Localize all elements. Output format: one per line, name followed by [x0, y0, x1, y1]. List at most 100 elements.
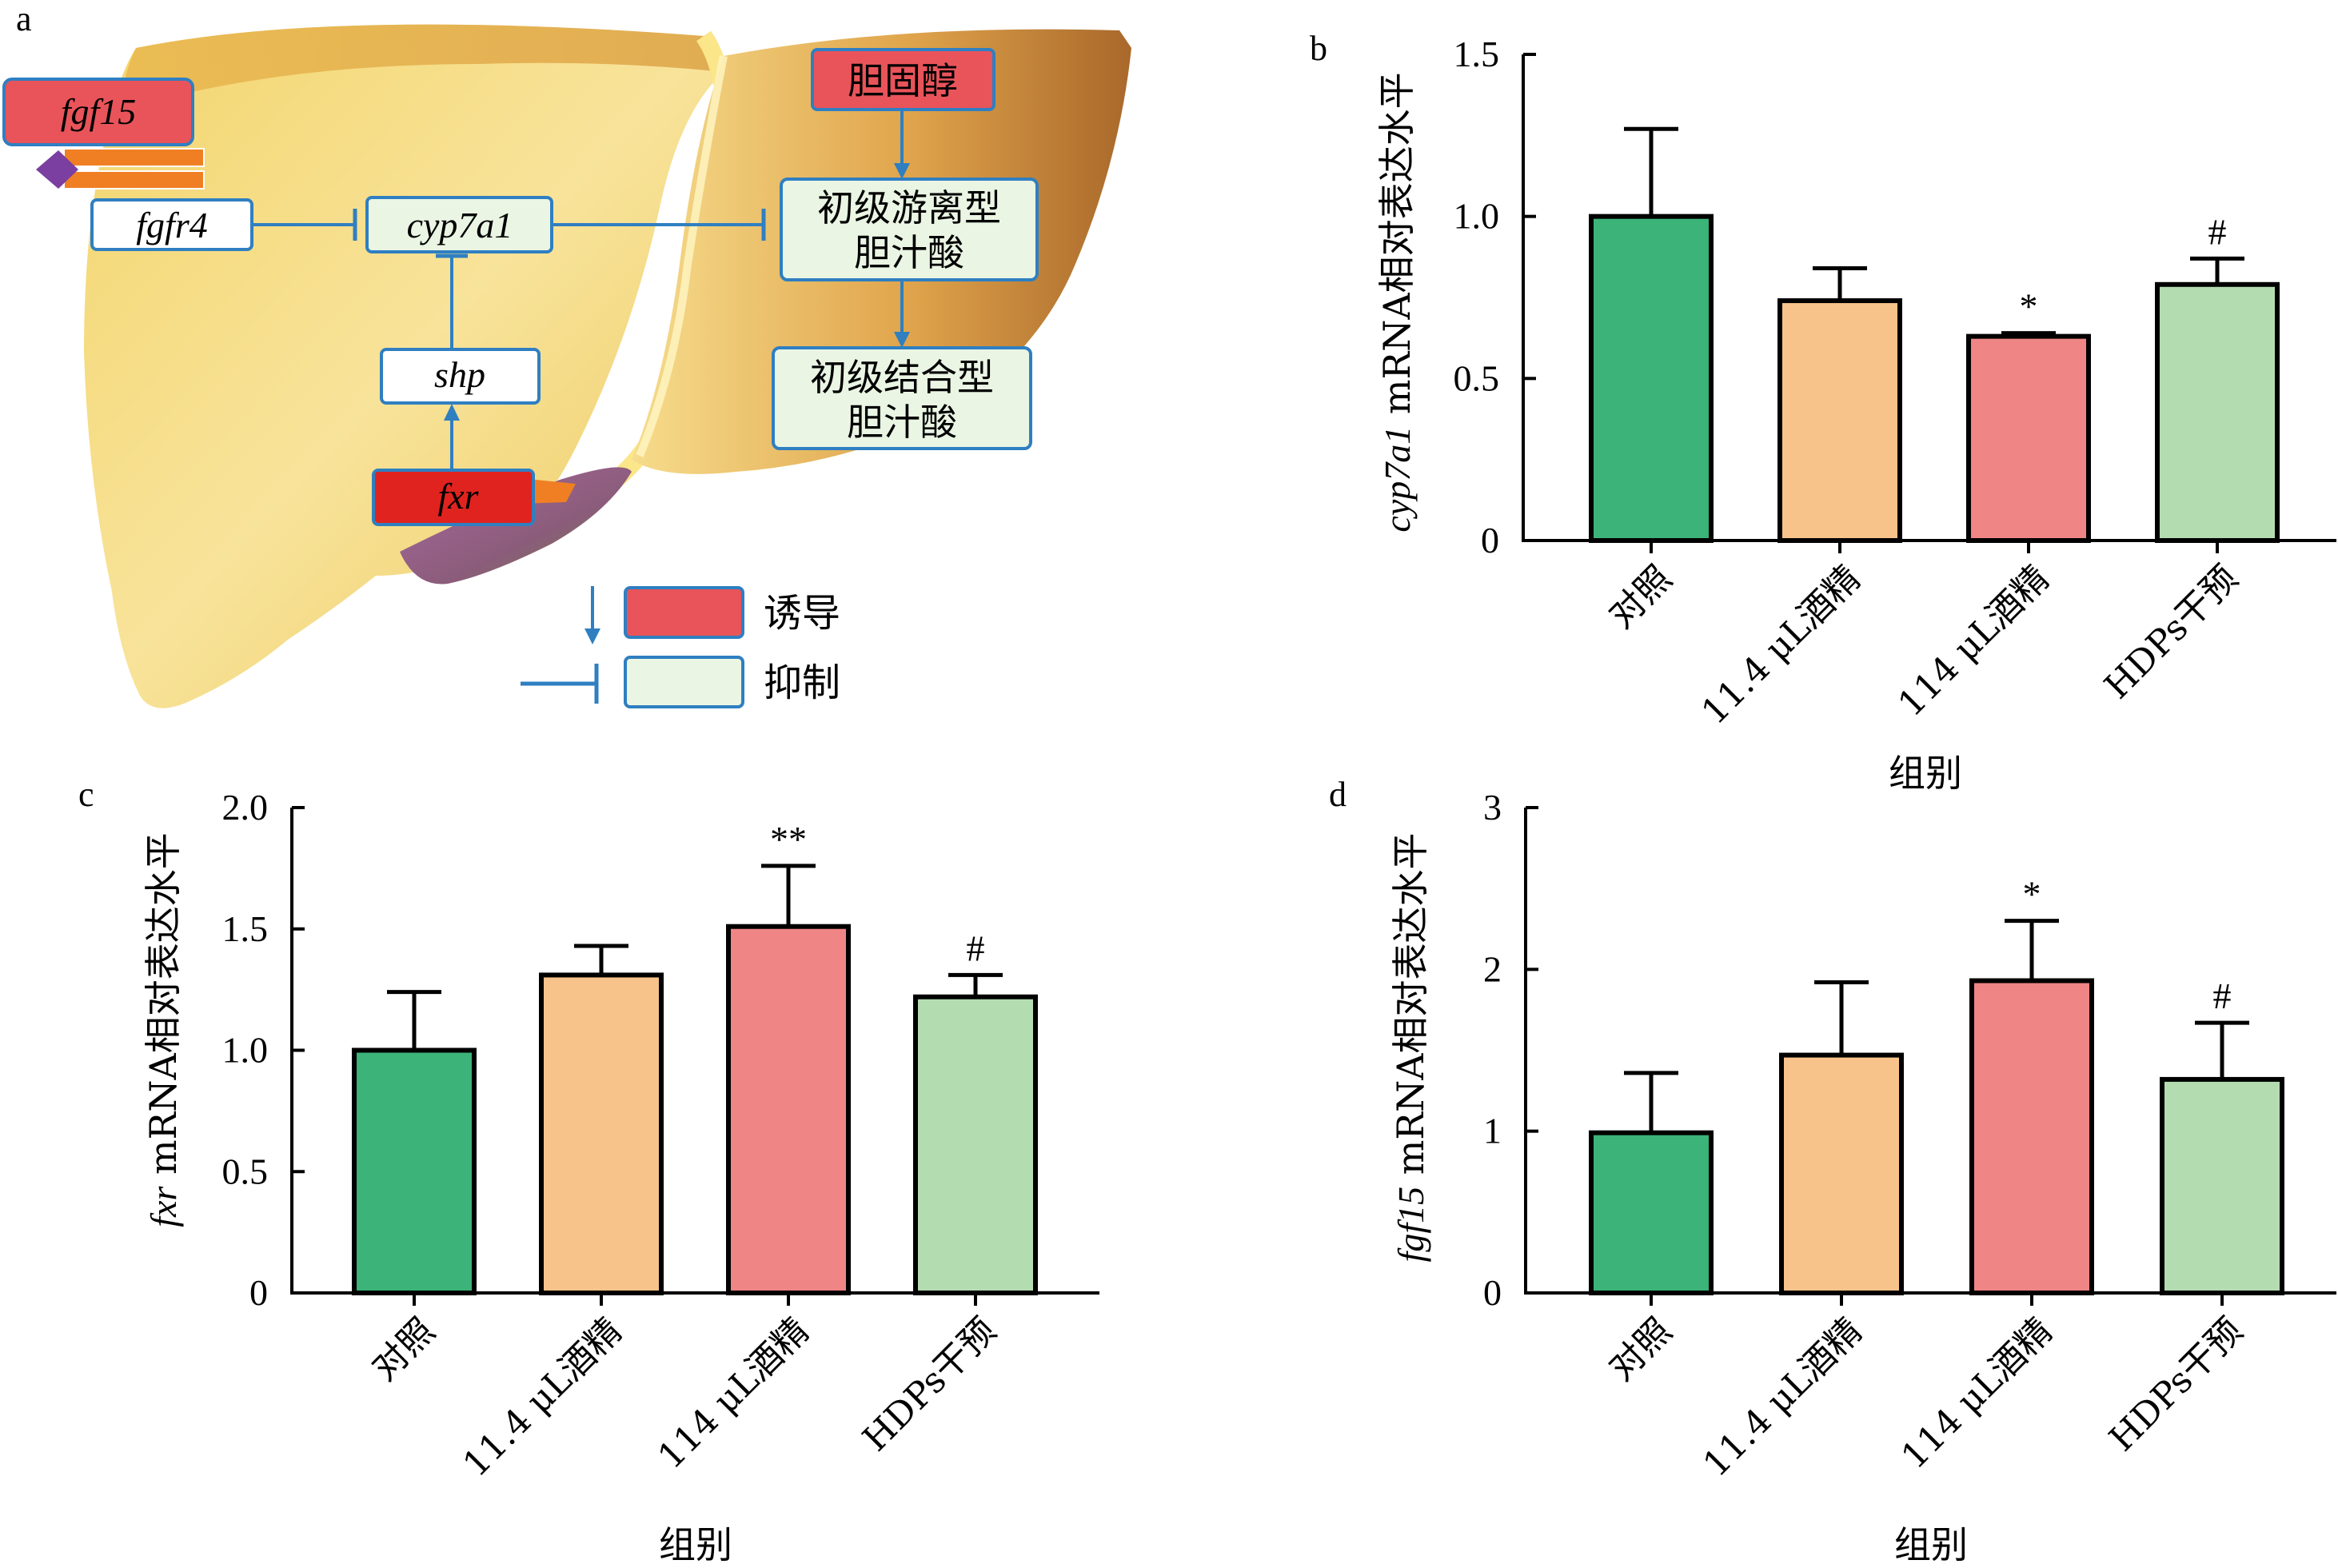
node-shp-label: shp [434, 354, 485, 395]
pathway-connectors [252, 110, 904, 470]
x-tick-label: 11.4 μL酒精 [1694, 558, 1868, 732]
y-tick-label: 0 [1481, 520, 1499, 561]
node-fgf15-label: fgf15 [61, 91, 137, 132]
y-tick-label: 3 [1483, 787, 1502, 828]
chart-b-x-axis-title: 组别 [1889, 752, 1962, 795]
chart-d-bars: *# [1589, 874, 2284, 1296]
y-tick-label: 1.5 [1454, 34, 1500, 74]
y-tick-label: 1.0 [1454, 196, 1500, 237]
significance-marker: ** [770, 819, 807, 860]
x-tick-label: 对照 [1601, 558, 1679, 636]
y-tick-label: 2 [1483, 948, 1502, 989]
chart-b-cyp7a1: b *# 00.51.01.5 对照 11.4 μL酒精 114 μL酒精 HDPs干… [1310, 29, 2336, 795]
chart-c-y-axis-title: fxr mRNA相对表达水平 [142, 832, 185, 1227]
x-tick-label: HDPs干预 [2097, 558, 2245, 707]
bar [1966, 333, 2091, 544]
x-tick-label: 对照 [1601, 1311, 1679, 1389]
chart-d-y-ticks: 0 1 2 3 [1483, 787, 1538, 1313]
legend-induce: 诱导 [584, 586, 840, 644]
x-tick-label: 114 μL酒精 [650, 1311, 816, 1477]
y-tick-label: 1.0 [222, 1030, 269, 1071]
x-tick-label: 对照 [364, 1311, 442, 1389]
x-tick-label: HDPs干预 [2101, 1311, 2250, 1459]
chart-b-axes [1522, 54, 2336, 542]
chart-b-x-ticks: 对照 11.4 μL酒精 114 μL酒精 HDPs干预 [1601, 541, 2246, 732]
y-tick-label: 1.5 [222, 908, 269, 949]
bar [726, 924, 851, 1295]
fgf15-receptor-bars [36, 148, 205, 190]
node-fgf15: fgf15 [2, 78, 194, 146]
ligand-diamond [36, 150, 78, 189]
y-tick-label: 1 [1483, 1111, 1502, 1151]
bar [1969, 978, 2094, 1296]
node-shp: shp [380, 348, 541, 405]
bar [913, 994, 1038, 1295]
liver-left-top-band [120, 24, 724, 128]
x-tick-label: 114 μL酒精 [1890, 558, 2057, 724]
node-primary-conj-line2: 胆汁酸 [847, 401, 957, 444]
chart-c-bars: ** # [352, 819, 1038, 1296]
panel-letter-b: b [1310, 29, 1327, 68]
bar [2160, 1076, 2284, 1296]
chart-d-axes [1524, 808, 2336, 1295]
x-tick-label: HDPs干预 [855, 1311, 1003, 1459]
node-primary-free-line2: 胆汁酸 [854, 231, 964, 274]
node-primary-conj-line1: 初级结合型 [810, 356, 994, 399]
node-fgfr4-label: fgfr4 [136, 205, 207, 245]
x-tick-label: 11.4 μL酒精 [455, 1311, 629, 1485]
node-fxr-label: fxr [437, 476, 479, 517]
node-primary-conjugated-bile-acid: 初级结合型 胆汁酸 [772, 346, 1032, 450]
chart-d-y-axis-title: fgf15 mRNA相对表达水平 [1389, 833, 1432, 1263]
chart-b-bars: *# [1589, 126, 2280, 544]
bar [539, 972, 664, 1296]
bar [1777, 298, 1902, 543]
significance-marker: * [2020, 286, 2038, 327]
chart-c-x-axis-title: 组别 [659, 1523, 732, 1566]
node-primary-free-bile-acid: 初级游离型 胆汁酸 [780, 178, 1039, 281]
bar [1779, 1052, 1904, 1295]
significance-marker: # [2213, 976, 2232, 1016]
chart-c-y-ticks: 0 0.5 1.0 1.5 2.0 [222, 787, 305, 1313]
node-cyp7a1-label: cyp7a1 [407, 205, 513, 245]
pathway-legend: 诱导 抑制 [521, 586, 840, 708]
liver-inner-shadow [636, 55, 728, 457]
significance-marker: * [2023, 874, 2041, 915]
arrowhead-cholesterol-free [894, 163, 910, 179]
y-tick-label: 2.0 [222, 787, 269, 828]
chart-c-fxr: c ** # 0 0.5 1.0 1.5 2.0 对照 11.4 μL酒精 114 μL酒精 H… [78, 775, 1099, 1566]
chart-b-y-axis-title: cyp7a1 mRNA相对表达水平 [1375, 72, 1418, 532]
legend-inhibit-label: 抑制 [764, 660, 840, 705]
node-cholesterol: 胆固醇 [811, 48, 995, 111]
legend-inhibit: 抑制 [521, 656, 840, 708]
node-primary-free-line1: 初级游离型 [817, 186, 1001, 229]
legend-induce-label: 诱导 [764, 591, 840, 636]
y-tick-label: 0 [1483, 1272, 1502, 1313]
y-tick-label: 0.5 [222, 1151, 269, 1191]
panel-letter-a: a [16, 0, 32, 38]
bar [1589, 1130, 1714, 1295]
significance-marker: # [967, 928, 985, 968]
chart-c-x-ticks: 对照 11.4 μL酒精 114 μL酒精 HDPs干预 [364, 1293, 1004, 1485]
chart-d-x-axis-title: 组别 [1894, 1523, 1968, 1566]
arrowhead-fxr-shp [444, 404, 460, 421]
significance-marker: # [2208, 211, 2227, 252]
arrowhead-free-conj [894, 332, 910, 348]
y-tick-label: 0 [249, 1272, 268, 1313]
node-fxr: fxr [372, 469, 576, 526]
chart-d-x-ticks: 对照 11.4 μL酒精 114 μL酒精 HDPs干预 [1601, 1293, 2251, 1485]
panel-letter-c: c [78, 775, 94, 814]
x-tick-label: 114 μL酒精 [1893, 1311, 2060, 1477]
pathway-arrowheads [444, 163, 910, 421]
bar [1589, 213, 1714, 543]
panel-letter-d: d [1329, 775, 1347, 814]
panel-a: a [2, 0, 1131, 708]
chart-b-y-ticks: 0 0.5 1.0 1.5 [1454, 34, 1536, 561]
node-cyp7a1: cyp7a1 [365, 196, 553, 253]
node-cholesterol-label: 胆固醇 [848, 59, 958, 102]
x-tick-label: 11.4 μL酒精 [1695, 1311, 1869, 1485]
bar [2155, 281, 2280, 543]
bar [352, 1047, 477, 1295]
node-fgfr4: fgfr4 [90, 198, 253, 251]
